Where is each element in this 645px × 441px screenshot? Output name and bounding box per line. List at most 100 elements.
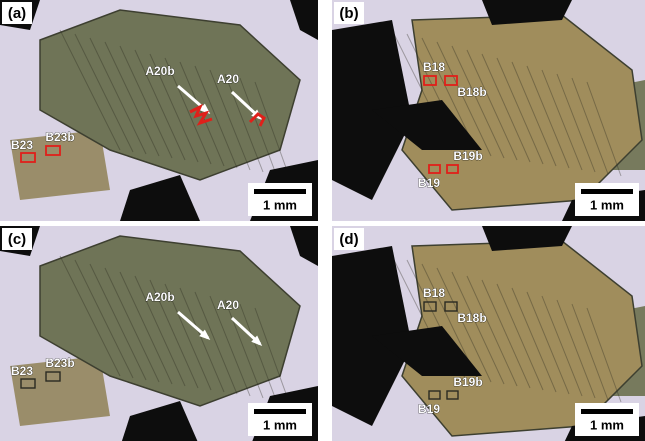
annotation-label: A20b (145, 64, 174, 78)
panel: B18 B18b B19b B19 (d) 1 mm (332, 226, 645, 441)
annotation-label: B19 (418, 176, 440, 190)
cleavage-line (541, 69, 583, 171)
cleavage-line (134, 49, 186, 161)
cleavage-line (571, 303, 609, 401)
cleavage-line (209, 69, 251, 171)
cleavage-line (466, 49, 518, 161)
opaque-mineral (372, 100, 482, 150)
analysis-spot (423, 75, 437, 86)
scale-bar-label: 1 mm (590, 197, 624, 212)
panel: B18 B18b B19b B19 (b) 1 mm (332, 0, 645, 221)
cleavage-line (164, 283, 212, 391)
cleavage-line (239, 77, 277, 175)
cleavage-line (254, 307, 290, 403)
analysis-spot (444, 75, 458, 86)
opaque-mineral (120, 175, 200, 221)
cleavage-line (194, 291, 238, 395)
annotation-label: B19b (453, 375, 482, 389)
cleavage-line (59, 255, 121, 377)
panel-label-box (2, 2, 32, 24)
cleavage-line (149, 53, 199, 163)
scale-bar (254, 189, 306, 194)
cleavage-line (209, 295, 251, 397)
annotation-label: B18b (457, 311, 486, 325)
cleavage-line (224, 299, 264, 399)
cleavage-line (104, 41, 160, 157)
annotation-label: A20 (217, 72, 239, 86)
annotation-label: B18 (423, 60, 445, 74)
cleavage-line (496, 283, 544, 391)
cleavage-line (164, 57, 212, 165)
opaque-mineral (290, 0, 318, 40)
panel-label-box (2, 228, 32, 250)
scale-bar-box (575, 183, 639, 216)
cleavage-line (496, 57, 544, 165)
cleavage-line (481, 53, 531, 163)
cleavage-line (451, 271, 505, 385)
profile-line (248, 112, 266, 127)
cleavage-line (541, 295, 583, 397)
panel-label: (b) (339, 5, 358, 22)
annotation-label: B18b (457, 85, 486, 99)
cleavage-line (89, 37, 147, 155)
analysis-spot (446, 164, 459, 174)
annotation-label: B23 (11, 364, 33, 378)
scale-bar-box (575, 403, 639, 436)
panel-label: (a) (8, 5, 26, 22)
cleavage-line (571, 77, 609, 175)
opaque-mineral (372, 326, 482, 376)
cleavage-line (194, 65, 238, 169)
analysis-spot (20, 152, 36, 163)
arrow-head (251, 335, 263, 347)
scale-bar-label: 1 mm (263, 197, 297, 212)
cleavage-line (436, 267, 492, 383)
scale-bar-box (248, 183, 312, 216)
analysis-spot (444, 301, 458, 312)
cleavage-line (104, 267, 160, 383)
annotation-label: B18 (423, 286, 445, 300)
cleavage-line (511, 287, 557, 393)
scale-bar (581, 189, 633, 194)
panel: A20b A20 B23 B23b (a) 1 mm (0, 0, 318, 221)
scale-bar (581, 409, 633, 414)
analysis-spot (446, 390, 459, 400)
mineral-grain (39, 9, 301, 181)
analysis-spot (428, 164, 441, 174)
cleavage-line (119, 271, 173, 385)
analysis-spot (20, 378, 36, 389)
panel-label-box (334, 228, 364, 250)
annotation-label: B23b (45, 356, 74, 370)
panel: A20b A20 B23 B23b (c) 1 mm (0, 226, 318, 441)
cleavage-line (224, 73, 264, 173)
mineral-grain (39, 235, 301, 407)
annotation-label: A20b (145, 290, 174, 304)
cleavage-line (254, 81, 290, 177)
annotation-label: B23 (11, 138, 33, 152)
cleavage-line (481, 279, 531, 389)
annotation-label: B19 (418, 402, 440, 416)
cleavage-line (436, 41, 492, 157)
annotation-label: A20 (217, 298, 239, 312)
cleavage-line (586, 81, 622, 177)
minor-grain (10, 130, 110, 200)
analysis-spot (45, 145, 61, 156)
cleavage-line (526, 291, 570, 395)
panel-label-box (334, 2, 364, 24)
cleavage-line (556, 73, 596, 173)
cleavage-line (526, 65, 570, 169)
cleavage-line (149, 279, 199, 389)
analysis-spot (428, 390, 441, 400)
cleavage-line (239, 303, 277, 401)
annotation-label: B23b (45, 130, 74, 144)
analysis-spot (423, 301, 437, 312)
cleavage-line (119, 45, 173, 159)
analysis-spot (45, 371, 61, 382)
cleavage-line (511, 61, 557, 167)
scale-bar-box (248, 403, 312, 436)
opaque-mineral (290, 226, 318, 266)
cleavage-line (179, 287, 225, 393)
scale-bar-label: 1 mm (590, 417, 624, 432)
opaque-mineral (121, 401, 198, 441)
cleavage-line (89, 263, 147, 381)
